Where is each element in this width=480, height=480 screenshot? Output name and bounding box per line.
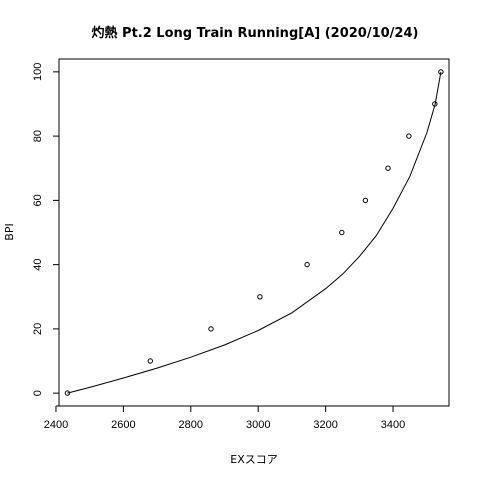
y-axis-label: BPI	[3, 223, 16, 240]
data-points	[64, 69, 444, 396]
y-axis: 0 20 40 60 80 100	[32, 63, 60, 396]
fit-curve	[67, 71, 442, 394]
data-point	[406, 133, 412, 139]
y-tick-label: 100	[32, 63, 44, 81]
x-tick-label: 2800	[179, 419, 203, 431]
y-tick-label: 0	[32, 390, 44, 396]
x-tick-label: 3200	[313, 419, 337, 431]
data-point	[432, 101, 438, 107]
data-point	[304, 261, 310, 268]
x-axis-label: EXスコア	[230, 453, 278, 466]
y-tick-label: 20	[32, 323, 44, 335]
chart-title: 灼熱 Pt.2 Long Train Running[A] (2020/10/2…	[92, 25, 419, 41]
plot-frame	[58, 58, 450, 407]
data-point	[438, 69, 444, 75]
data-point	[64, 390, 71, 396]
data-point	[208, 326, 214, 332]
x-tick-label: 3000	[246, 419, 270, 431]
data-point	[339, 229, 345, 236]
data-point	[257, 294, 263, 300]
x-tick-label: 2400	[44, 419, 68, 431]
data-point	[385, 165, 391, 171]
y-tick-label: 40	[32, 259, 44, 271]
data-point	[147, 358, 154, 364]
x-tick-label: 2600	[111, 419, 135, 431]
data-point	[362, 197, 369, 204]
x-axis: 2400 2600 2800 3000 3200 3400	[44, 405, 405, 431]
x-tick-label: 3400	[381, 419, 405, 431]
y-tick-label: 60	[32, 194, 44, 206]
y-tick-label: 80	[32, 130, 44, 142]
